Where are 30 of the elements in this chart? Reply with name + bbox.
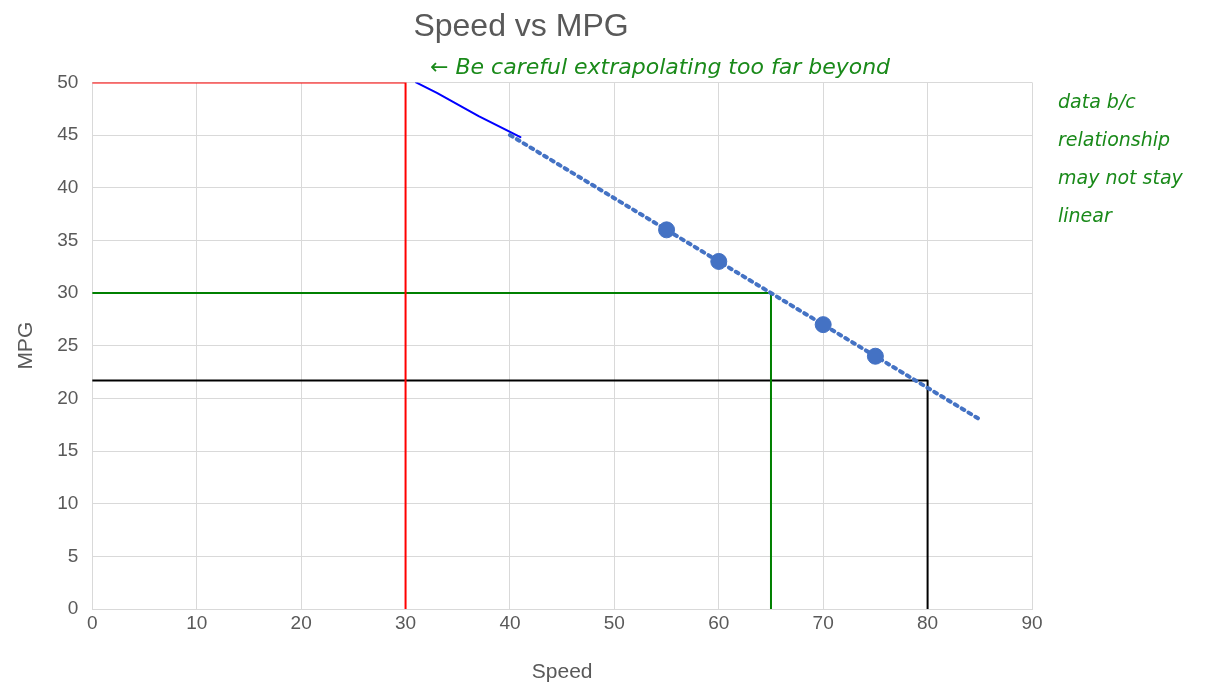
x-tick-label: 90 [1021,611,1043,633]
x-tick-label: 80 [917,611,939,633]
x-tick-label: 60 [708,611,730,633]
point [658,221,676,239]
y-tick-label: 30 [57,281,79,303]
x-tick-label: 0 [87,611,98,633]
x-tick-label: 40 [499,611,521,633]
y-tick-label: 20 [57,386,79,408]
chart-title: Speed vs MPG [413,7,629,44]
x-tick-label: 20 [290,611,312,633]
x-tick-label: 70 [812,611,834,633]
y-tick-label: 40 [57,175,79,197]
y-tick-label: 15 [57,439,79,461]
point [710,252,728,270]
text: data b/c relationship may not stay linear [1058,89,1184,228]
y-tick-label: 25 [57,333,79,355]
point [814,316,832,334]
y-tick-label: 0 [67,597,79,619]
y-tick-label: 5 [67,544,79,566]
text: ← Be careful extrapolating too far beyond [430,53,891,81]
x-tick-label: 30 [394,611,417,633]
y-tick-label: 35 [57,228,79,250]
x-tick-label: 10 [186,611,208,633]
y-tick-label: 45 [57,123,79,145]
point [866,347,884,365]
y-tick-label: 50 [57,70,79,92]
y-tick-label: 10 [57,491,79,513]
x-tick-label: 50 [603,611,625,633]
x-axis-title: Speed [531,659,593,683]
y-axis-title: MPG [13,321,37,370]
